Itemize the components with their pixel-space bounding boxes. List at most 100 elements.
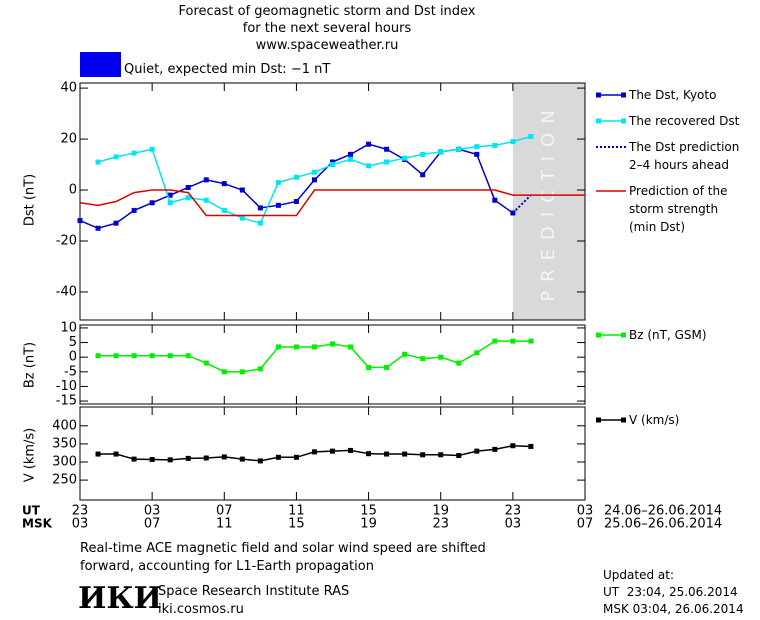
series-marker (131, 150, 137, 156)
legend-marker (621, 92, 626, 98)
legend-marker (596, 118, 601, 124)
y-tick-label: 0 (69, 350, 77, 365)
logo: ИКИ (78, 581, 162, 616)
y-tick-label: 350 (52, 436, 77, 451)
series-marker (167, 353, 173, 359)
legend-marker (596, 417, 601, 423)
series-marker (149, 353, 155, 359)
series-marker (384, 146, 390, 152)
series-marker (492, 142, 498, 148)
series-marker (77, 218, 83, 224)
series-marker (131, 456, 137, 462)
series-marker (167, 192, 173, 198)
y-tick-label: 0 (69, 183, 77, 198)
x-tick-label-msk: 07 (144, 517, 161, 532)
updated-ut: UT 23:04, 25.06.2014 (603, 585, 738, 599)
series-marker (510, 443, 516, 449)
series-marker (528, 443, 534, 449)
series-marker (330, 162, 335, 168)
series-marker (348, 344, 354, 350)
y-tick-label: 5 (69, 335, 77, 350)
series-marker (257, 458, 263, 464)
prediction-label: PREDICTION (538, 101, 559, 301)
series-marker (420, 452, 426, 458)
legend-label: The Dst, Kyoto (629, 88, 717, 102)
status-swatch (80, 52, 121, 77)
series-line (512, 194, 532, 214)
series-marker (131, 353, 137, 359)
series-marker (167, 200, 173, 206)
y-tick-label: 20 (60, 132, 77, 147)
x-tick-label-ut: 07 (216, 504, 233, 519)
y-tick-label: -5 (64, 364, 77, 379)
series-marker (275, 454, 281, 460)
series-marker (275, 202, 281, 208)
series-marker (438, 149, 444, 155)
series-marker (492, 446, 498, 452)
plot-frame (79, 406, 586, 501)
range-ut: 24.06–26.06.2014 (604, 504, 722, 519)
legend-marker (596, 332, 601, 338)
x-tick-label-msk: 19 (360, 517, 377, 532)
series-marker (185, 195, 191, 201)
x-tick-label-ut: 23 (505, 504, 522, 519)
x-tick-label-msk: 15 (288, 517, 305, 532)
series-marker (95, 159, 101, 165)
x-tick-label-ut: 15 (360, 504, 377, 519)
series-marker (492, 338, 498, 344)
x-label-msk: MSK (22, 517, 53, 531)
series-marker (402, 155, 408, 161)
series-marker (221, 369, 227, 375)
series-marker (492, 197, 498, 203)
series-marker (149, 456, 155, 462)
series-marker (221, 454, 227, 460)
series-marker (293, 199, 299, 204)
x-tick-label-ut: 19 (432, 504, 449, 519)
series-marker (113, 451, 119, 457)
legend-marker (596, 92, 601, 98)
series-marker (311, 449, 317, 455)
series-marker (510, 139, 516, 145)
series-marker (348, 151, 354, 157)
series-line (79, 189, 585, 217)
series-marker (131, 207, 137, 213)
x-label-ut: UT (22, 504, 41, 518)
legend-label: The Dst prediction 2–4 hours ahead (629, 140, 740, 172)
y-tick-label: -10 (56, 379, 77, 394)
series-marker (474, 448, 480, 454)
plot-frame (79, 82, 586, 321)
range-msk: 25.06–26.06.2014 (604, 517, 722, 532)
series-marker (456, 146, 462, 152)
series-marker (438, 354, 444, 360)
updated-label: Updated at: (603, 568, 674, 582)
series-marker (528, 134, 534, 140)
series-marker (474, 350, 480, 356)
plot-frame (79, 324, 586, 405)
y-tick-label: 400 (52, 418, 77, 433)
x-tick-label-ut: 03 (144, 504, 161, 519)
y-tick-label: 300 (52, 455, 77, 470)
legend-label: V (km/s) (629, 413, 680, 427)
x-tick-label-ut: 11 (288, 504, 305, 519)
series-marker (257, 205, 263, 211)
series-marker (330, 159, 335, 165)
series-marker (149, 146, 155, 152)
x-tick-label-msk: 23 (432, 517, 449, 532)
series-marker (311, 169, 317, 175)
series-marker (456, 360, 462, 366)
legend-label: Bz (nT, GSM) (629, 328, 707, 342)
series-marker (239, 369, 245, 375)
series-marker (420, 151, 426, 157)
series-marker (420, 356, 426, 362)
series-marker (203, 455, 209, 461)
series-marker (474, 144, 480, 150)
y-axis-label: Dst (nT) (23, 174, 38, 226)
series-marker (384, 364, 390, 370)
site: iki.cosmos.ru (158, 602, 244, 617)
series-marker (95, 451, 101, 457)
series-marker (348, 447, 354, 453)
institute: Space Research Institute RAS (158, 584, 350, 599)
updated-msk: MSK 03:04, 26.06.2014 (603, 602, 744, 616)
